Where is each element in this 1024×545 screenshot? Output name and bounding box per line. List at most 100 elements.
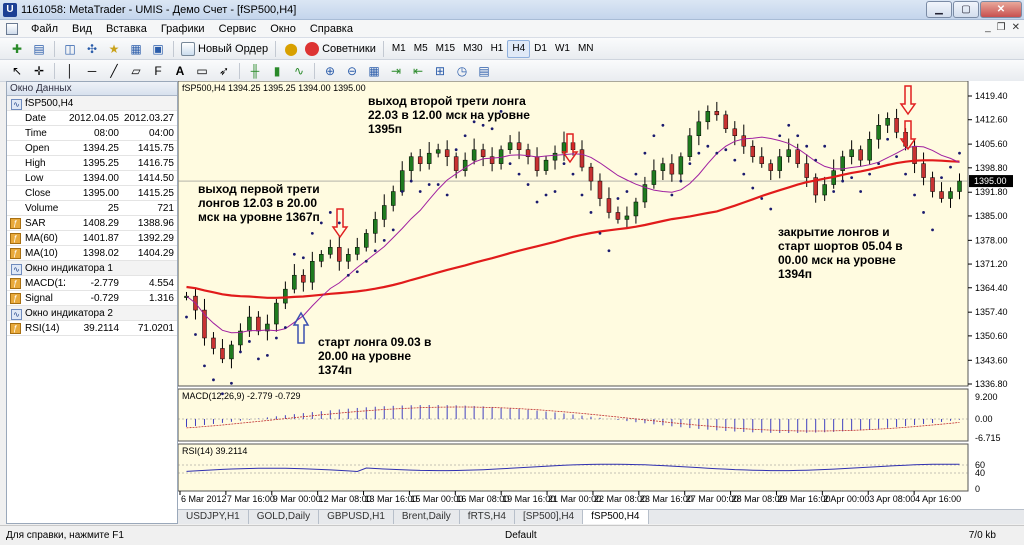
- candle-body: [840, 156, 845, 171]
- trendline-icon[interactable]: ╱: [110, 63, 118, 78]
- candle-body: [606, 198, 612, 213]
- horizontal-line-icon[interactable]: ─: [87, 63, 97, 78]
- annotation-close-longs: 00.00 мск на уровне: [778, 253, 896, 267]
- menu-tools[interactable]: Сервис: [218, 22, 257, 35]
- mdi-restore-icon[interactable]: ❐: [996, 22, 1006, 33]
- mdi-minimize-icon[interactable]: _: [985, 22, 991, 33]
- chart-tab[interactable]: GBPUSD,H1: [319, 510, 394, 524]
- menu-insert[interactable]: Вставка: [105, 22, 147, 35]
- profiles-icon[interactable]: ▤: [33, 41, 45, 56]
- candle-body: [795, 149, 800, 164]
- chart-tab[interactable]: Brent,Daily: [394, 510, 460, 524]
- fibonacci-icon[interactable]: F: [154, 63, 162, 78]
- sar-dot: [508, 162, 512, 166]
- buy-arrow-long-start: [292, 311, 310, 344]
- sar-dot: [877, 162, 881, 166]
- macd-level-label: -6.715: [975, 433, 1001, 443]
- sar-dot: [490, 127, 494, 131]
- market-watch-icon[interactable]: ◫: [64, 41, 76, 56]
- chart-window[interactable]: 1419.40 1412.60 1405.60 1398.80 1391.80 1385.…: [177, 80, 1024, 509]
- sar-dot: [733, 158, 737, 162]
- chart-tab[interactable]: GOLD,Daily: [249, 510, 320, 524]
- vertical-line-icon[interactable]: │: [66, 63, 74, 78]
- sar-dot: [203, 364, 206, 368]
- candle-body: [408, 156, 414, 171]
- zoom-out-icon[interactable]: ⊖: [346, 63, 358, 78]
- sar-dot: [607, 249, 611, 253]
- close-button[interactable]: ✕: [980, 1, 1022, 18]
- chart-tab[interactable]: fRTS,H4: [460, 510, 515, 524]
- chart-tab[interactable]: USDJPY,H1: [178, 510, 249, 524]
- candle-body: [930, 177, 935, 192]
- chart-shift-icon[interactable]: ⇤: [412, 63, 424, 78]
- sar-dot: [481, 123, 485, 127]
- sar-dot: [185, 315, 188, 319]
- macd-level-label: 9.200: [975, 392, 998, 402]
- timeframe-w1[interactable]: W1: [554, 42, 570, 54]
- indicator-icon: ƒ: [10, 293, 21, 304]
- chart-tab[interactable]: fSP500,H4: [583, 510, 649, 524]
- sar-dot: [580, 193, 584, 197]
- candle-body: [939, 191, 944, 199]
- advisors-button[interactable]: Советники: [302, 40, 379, 58]
- menu-window[interactable]: Окно: [270, 22, 296, 35]
- candle-body: [588, 166, 594, 182]
- data-row-value-2: 4.554: [148, 278, 174, 289]
- arrows-icon[interactable]: ➶: [218, 63, 230, 78]
- crosshair-icon[interactable]: ✛: [33, 63, 45, 78]
- timeframe-mn[interactable]: MN: [577, 42, 594, 54]
- metaeditor-icon[interactable]: ⬤: [284, 41, 298, 56]
- candle-body: [957, 180, 962, 192]
- annotation-first-third: мск на уровне 1367п: [198, 210, 320, 224]
- timeframe-m5[interactable]: M5: [413, 42, 428, 54]
- time-label: 13 Mar 16:00: [365, 494, 418, 504]
- sar-dot: [868, 172, 872, 176]
- tester-icon[interactable]: ▣: [152, 41, 164, 56]
- data-window-icon[interactable]: ✣: [86, 41, 98, 56]
- chart-tab[interactable]: [SP500],H4: [515, 510, 584, 524]
- navigator-icon[interactable]: ★: [108, 41, 120, 56]
- label-icon[interactable]: ▭: [196, 63, 208, 78]
- bar-chart-icon[interactable]: ╫: [250, 63, 260, 78]
- timeframe-h4[interactable]: H4: [507, 39, 531, 58]
- data-row: ƒ MA(10) 1398.02 1404.29: [7, 246, 177, 261]
- minimize-button[interactable]: ▁: [926, 1, 952, 18]
- zoom-in-icon[interactable]: ⊕: [324, 63, 336, 78]
- templates-icon[interactable]: ▤: [478, 63, 490, 78]
- document-icon[interactable]: [6, 22, 18, 35]
- timeframe-d1[interactable]: D1: [534, 42, 547, 54]
- data-row-name: Volume: [25, 203, 59, 214]
- mdi-close-icon[interactable]: ✕: [1011, 22, 1020, 33]
- price-label: 1343.60: [975, 355, 1008, 365]
- candle-body: [705, 111, 711, 123]
- periods-icon[interactable]: ◷: [456, 63, 468, 78]
- new-order-button[interactable]: Новый Ордер: [178, 40, 271, 58]
- autoscroll-icon[interactable]: ⇥: [390, 63, 402, 78]
- terminal-icon[interactable]: ▦: [130, 41, 142, 56]
- candle-body: [687, 135, 693, 157]
- data-row-value-1: 25: [107, 203, 119, 214]
- timeframe-m30[interactable]: M30: [463, 42, 483, 54]
- channel-icon[interactable]: ▱: [131, 63, 141, 78]
- menu-help[interactable]: Справка: [309, 22, 353, 35]
- candle-chart-icon[interactable]: ▮: [273, 63, 281, 78]
- sar-dot: [931, 228, 934, 232]
- maximize-button[interactable]: ▢: [953, 1, 979, 18]
- cursor-icon[interactable]: ↖: [11, 63, 23, 78]
- timeframe-h1[interactable]: H1: [490, 42, 504, 54]
- indicators-icon[interactable]: ⊞: [434, 63, 446, 78]
- timeframe-m1[interactable]: M1: [391, 42, 406, 54]
- line-chart-icon[interactable]: ∿: [293, 63, 305, 78]
- sar-dot: [364, 259, 368, 263]
- timeframe-m15[interactable]: M15: [435, 42, 456, 54]
- candle-body: [516, 142, 522, 150]
- menu-view[interactable]: Вид: [72, 22, 92, 35]
- menu-file[interactable]: Файл: [31, 22, 59, 35]
- new-chart-icon[interactable]: ✚: [11, 41, 23, 56]
- time-label: 4 Apr 16:00: [915, 494, 961, 504]
- data-row-name: High: [25, 158, 46, 169]
- menu-charts[interactable]: Графики: [160, 22, 205, 35]
- sar-dot: [239, 350, 242, 354]
- text-icon[interactable]: A: [175, 63, 185, 78]
- tile-windows-icon[interactable]: ▦: [368, 63, 380, 78]
